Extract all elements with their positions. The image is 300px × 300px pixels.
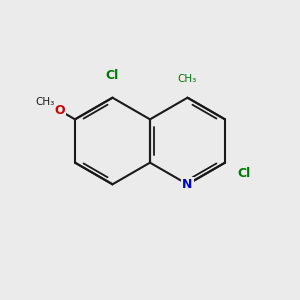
Text: Cl: Cl [238, 167, 251, 180]
Text: CH₃: CH₃ [178, 74, 197, 84]
Text: N: N [182, 178, 193, 191]
Text: Cl: Cl [106, 69, 119, 82]
Text: O: O [55, 104, 65, 117]
Text: CH₃: CH₃ [35, 97, 55, 107]
